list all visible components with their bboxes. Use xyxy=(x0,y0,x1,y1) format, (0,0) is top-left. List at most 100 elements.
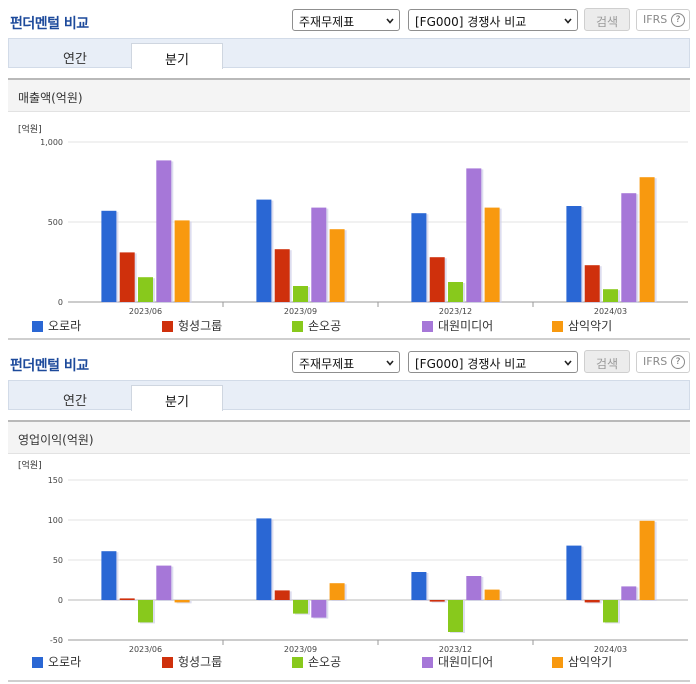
x-tick-label: 2023/06 xyxy=(129,645,162,654)
compare-select[interactable]: [FG000] 경쟁사 비교 xyxy=(408,351,578,373)
x-tick-label: 2024/03 xyxy=(594,645,627,654)
bar xyxy=(566,545,582,600)
legend-label: 손오공 xyxy=(308,319,341,333)
tab-annual[interactable]: 연간 xyxy=(63,394,87,409)
bar xyxy=(621,193,637,302)
bar xyxy=(101,551,117,600)
legend-label: 오로라 xyxy=(48,319,81,333)
tab-quarterly[interactable]: 분기 xyxy=(131,385,223,411)
ifrs-button[interactable]: IFRS ? xyxy=(636,351,690,373)
bar xyxy=(311,207,327,302)
bar xyxy=(329,583,345,600)
statement-select-value: 주재무제표 xyxy=(299,357,355,371)
legend-swatch xyxy=(292,657,303,668)
ifrs-button[interactable]: IFRS ? xyxy=(636,9,690,31)
divider xyxy=(8,338,690,340)
divider xyxy=(8,680,690,682)
statement-select[interactable]: 주재무제표 xyxy=(292,9,400,31)
panel-header: 펀더멘털 비교 주재무제표 [FG000] 경쟁사 비교 검색 IFRS ? xyxy=(8,6,690,36)
y-tick-label: 0 xyxy=(58,596,63,605)
x-tick-label: 2023/06 xyxy=(129,307,162,316)
legend-label: 대원미디어 xyxy=(438,319,493,333)
bar xyxy=(448,600,463,632)
help-icon: ? xyxy=(671,13,685,27)
section-title: 영업이익(억원) xyxy=(18,433,94,447)
bar xyxy=(256,199,272,302)
bar xyxy=(484,589,500,600)
bar xyxy=(429,600,445,602)
bar xyxy=(174,220,190,302)
chevron-down-icon xyxy=(564,360,572,366)
bar xyxy=(256,518,272,600)
legend-swatch xyxy=(32,657,43,668)
bar xyxy=(293,286,308,302)
search-button[interactable]: 검색 xyxy=(584,8,630,31)
fundamental-compare-panel: 펀더멘털 비교 주재무제표 [FG000] 경쟁사 비교 검색 IFRS ? 연… xyxy=(8,348,690,682)
bar xyxy=(566,206,582,302)
legend-swatch xyxy=(422,657,433,668)
bar xyxy=(639,177,655,302)
unit-label: [억원] xyxy=(18,123,42,135)
x-tick-label: 2023/12 xyxy=(439,307,472,316)
search-button[interactable]: 검색 xyxy=(584,350,630,373)
x-tick-label: 2023/09 xyxy=(284,645,317,654)
bar-shadow xyxy=(121,599,137,601)
panel-header: 펀더멘털 비교 주재무제표 [FG000] 경쟁사 비교 검색 IFRS ? xyxy=(8,348,690,378)
y-tick-label: 500 xyxy=(48,218,63,227)
chevron-down-icon xyxy=(386,18,394,24)
bar xyxy=(274,249,290,302)
bar xyxy=(466,168,482,302)
bar xyxy=(484,207,500,302)
chevron-down-icon xyxy=(564,18,572,24)
revenue-bar-chart: [억원] 0 500 1,000 2023/06 2023/09 2023/12 2024/0… xyxy=(18,123,688,333)
chevron-down-icon xyxy=(386,360,394,366)
bar xyxy=(156,565,172,600)
legend-swatch xyxy=(552,657,563,668)
x-tick-label: 2023/12 xyxy=(439,645,472,654)
ifrs-label: IFRS xyxy=(643,355,668,368)
panel-title: 펀더멘털 비교 xyxy=(10,358,89,374)
legend-label: 오로라 xyxy=(48,655,81,669)
operating-profit-bar-chart: [억원] -50 0 50 100 150 2023/06 2023/09 2023/12 202… xyxy=(18,459,688,669)
section-title: 매출액(억원) xyxy=(18,91,83,105)
legend-swatch xyxy=(292,321,303,332)
legend-swatch xyxy=(552,321,563,332)
bar xyxy=(274,590,290,600)
legend-swatch xyxy=(162,321,173,332)
unit-label: [억원] xyxy=(18,459,42,471)
bar xyxy=(101,210,117,302)
ifrs-label: IFRS xyxy=(643,13,668,26)
bar-shadow xyxy=(431,601,447,603)
bar xyxy=(174,600,190,603)
fundamental-compare-panel: 펀더멘털 비교 주재무제표 [FG000] 경쟁사 비교 검색 IFRS ? 연… xyxy=(8,6,690,340)
period-tabs: 연간 분기 xyxy=(8,38,690,69)
bar xyxy=(603,600,618,623)
tab-quarterly[interactable]: 분기 xyxy=(131,43,223,69)
bar xyxy=(119,252,135,302)
legend-label: 삼익악기 xyxy=(568,319,612,333)
bar xyxy=(411,572,427,600)
y-tick-label: 0 xyxy=(58,298,63,307)
y-tick-label: 150 xyxy=(48,476,63,485)
bar xyxy=(603,289,618,302)
bar xyxy=(584,265,600,302)
bar xyxy=(621,586,637,600)
bar xyxy=(448,282,463,302)
x-tick-label: 2024/03 xyxy=(594,307,627,316)
legend-swatch xyxy=(162,657,173,668)
period-tabs: 연간 분기 xyxy=(8,380,690,411)
x-tick-label: 2023/09 xyxy=(284,307,317,316)
bar xyxy=(329,229,345,302)
bar xyxy=(639,520,655,600)
bar xyxy=(411,213,427,302)
legend-label: 삼익악기 xyxy=(568,655,612,669)
tab-annual[interactable]: 연간 xyxy=(63,52,87,67)
legend-label: 헝셩그룹 xyxy=(178,319,222,333)
compare-select-value: [FG000] 경쟁사 비교 xyxy=(415,15,527,29)
bar xyxy=(584,600,600,603)
bar xyxy=(119,598,135,600)
y-tick-label: -50 xyxy=(50,636,63,645)
statement-select[interactable]: 주재무제표 xyxy=(292,351,400,373)
bar xyxy=(293,600,308,614)
compare-select[interactable]: [FG000] 경쟁사 비교 xyxy=(408,9,578,31)
